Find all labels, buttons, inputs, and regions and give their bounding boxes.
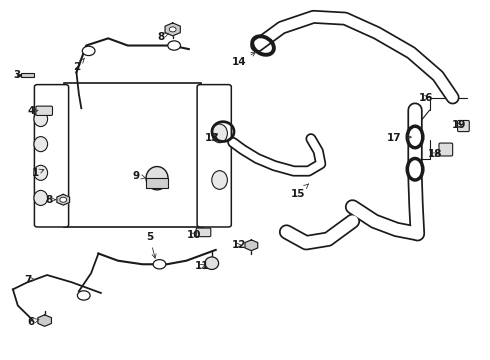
Text: 5: 5 — [146, 232, 156, 258]
Text: 14: 14 — [231, 52, 255, 67]
Text: 12: 12 — [231, 240, 246, 250]
Text: 8: 8 — [45, 195, 55, 205]
Ellipse shape — [212, 171, 227, 189]
Text: 16: 16 — [419, 93, 434, 103]
Text: 19: 19 — [452, 121, 466, 130]
Text: 18: 18 — [428, 149, 443, 159]
FancyBboxPatch shape — [196, 228, 211, 237]
FancyBboxPatch shape — [21, 73, 34, 77]
FancyBboxPatch shape — [36, 106, 52, 116]
Text: 10: 10 — [187, 230, 201, 239]
Text: 13: 13 — [204, 133, 219, 143]
Circle shape — [168, 41, 180, 50]
Text: 9: 9 — [133, 171, 146, 181]
FancyBboxPatch shape — [34, 85, 69, 227]
FancyBboxPatch shape — [147, 178, 168, 188]
Ellipse shape — [205, 257, 219, 270]
Text: 1: 1 — [32, 168, 44, 178]
Text: 7: 7 — [24, 275, 35, 285]
Circle shape — [153, 260, 166, 269]
Text: 4: 4 — [27, 106, 38, 116]
Text: 2: 2 — [73, 58, 85, 72]
FancyBboxPatch shape — [439, 143, 453, 156]
Text: 15: 15 — [291, 184, 309, 199]
Text: 11: 11 — [195, 261, 209, 271]
FancyBboxPatch shape — [64, 83, 201, 226]
Circle shape — [82, 46, 95, 55]
Polygon shape — [245, 240, 258, 251]
FancyBboxPatch shape — [458, 121, 469, 132]
Ellipse shape — [34, 165, 48, 180]
Text: 6: 6 — [28, 317, 39, 327]
Circle shape — [169, 27, 176, 32]
Polygon shape — [38, 315, 51, 326]
Ellipse shape — [212, 124, 227, 143]
Text: 8: 8 — [157, 32, 169, 41]
Circle shape — [77, 291, 90, 300]
Polygon shape — [165, 23, 180, 36]
Ellipse shape — [34, 190, 48, 206]
Text: 3: 3 — [13, 70, 21, 80]
Ellipse shape — [34, 112, 48, 127]
FancyBboxPatch shape — [197, 85, 231, 227]
Polygon shape — [57, 194, 70, 205]
Ellipse shape — [146, 167, 168, 190]
Circle shape — [60, 197, 67, 202]
Ellipse shape — [34, 136, 48, 152]
Text: 17: 17 — [387, 133, 411, 143]
